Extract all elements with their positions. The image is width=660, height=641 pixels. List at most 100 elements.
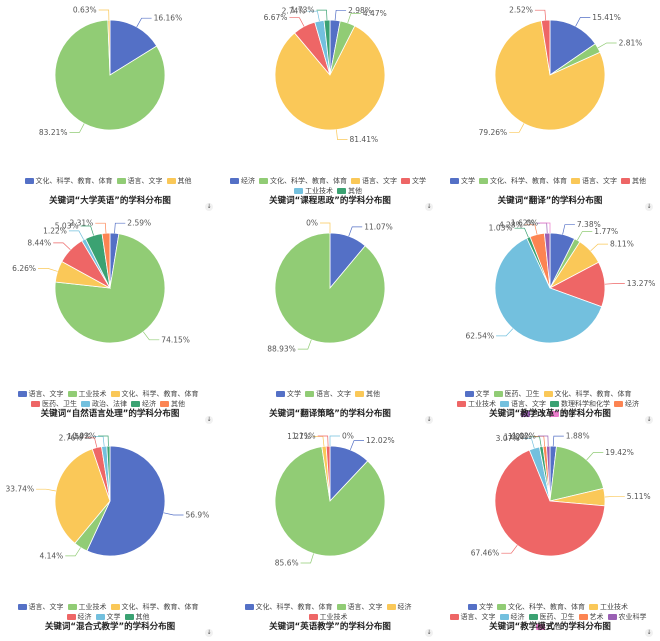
pie-leader-line (586, 452, 604, 461)
legend-item[interactable]: 语言、文字 (116, 176, 163, 186)
legend-item[interactable]: 文化、科学、教育、体育 (24, 176, 113, 186)
pie-leader-line (334, 9, 347, 21)
legend-label: 语言、文字 (28, 603, 64, 611)
pie-slice (494, 237, 603, 344)
legend-item[interactable]: 文化、科学、教育、体育 (259, 176, 347, 186)
pie-slice (546, 445, 551, 502)
legend-label: 语言、文字 (511, 400, 546, 408)
download-icon[interactable]: ↓ (425, 416, 433, 424)
legend-item[interactable]: 医药、卫生 (493, 389, 540, 399)
legend-item[interactable]: 工业技术 (67, 389, 107, 399)
pie-data-label: 81.41% (350, 135, 379, 144)
legend-item[interactable]: 文学 (276, 389, 301, 399)
chart-title: 关键词“翻译”的学科分布图 (497, 196, 603, 206)
legend-item[interactable]: 其他 (355, 389, 380, 399)
legend-item[interactable]: 文化、科学、教育、体育 (479, 176, 567, 186)
legend-item[interactable]: 经济 (386, 602, 412, 612)
pie-chart-panel: 15.41% 2.81% 79.26% 2.52% 文学 文化、科学、教育、体育 语言、文字… (440, 0, 660, 213)
legend-swatch (571, 178, 580, 184)
legend-swatch (497, 604, 506, 610)
legend-item[interactable]: 文学 (450, 176, 475, 186)
pie-leader-line (143, 331, 160, 341)
legend-item[interactable]: 语言、文字 (571, 176, 617, 186)
pie-leader-line (65, 547, 81, 557)
legend-swatch (386, 604, 396, 610)
legend-label: 数理科学和化学 (561, 400, 610, 408)
pie-leader-line (93, 436, 105, 447)
legend-label: 政治、法律 (92, 400, 127, 408)
legend-item[interactable]: 工业技术 (308, 612, 348, 622)
legend-label: 其他 (171, 400, 185, 408)
legend-item[interactable]: 其他 (621, 176, 646, 186)
legend-item[interactable]: 语言、文字 (17, 602, 64, 612)
legend-item[interactable]: 其他 (337, 186, 362, 196)
legend-item[interactable]: 农业科学 (607, 612, 647, 622)
legend-item[interactable]: 文学 (464, 389, 490, 399)
pie-chart-panel: 2.98% 4.47% 81.41% 6.67% 2.74% 1.73% 经济 文化、科学、教… (220, 0, 440, 213)
legend-item[interactable]: 文化、科学、教育、体育 (244, 602, 333, 612)
download-icon[interactable]: ↓ (425, 629, 433, 637)
legend-item[interactable]: 医药、卫生 (31, 399, 77, 409)
legend-item[interactable]: 语言、文字 (449, 612, 496, 622)
download-icon[interactable]: ↓ (425, 203, 433, 211)
legend-item[interactable]: 其他 (124, 612, 150, 622)
legend-item[interactable]: 工业技术 (457, 399, 496, 409)
legend-item[interactable]: 工业技术 (67, 602, 107, 612)
legend-item[interactable]: 语言、文字 (17, 389, 64, 399)
legend-item[interactable]: 工业技术 (589, 602, 628, 612)
legend-item[interactable]: 其他 (166, 176, 192, 186)
download-icon[interactable]: ↓ (205, 416, 213, 424)
legend-item[interactable]: 经济 (230, 176, 255, 186)
pie-slice (107, 19, 111, 76)
pie-data-label: 56.9% (186, 511, 210, 520)
legend-item[interactable]: 其他 (550, 409, 575, 419)
download-icon[interactable]: ↓ (645, 629, 653, 637)
legend-swatch (305, 391, 314, 397)
download-icon[interactable]: ↓ (205, 203, 213, 211)
download-icon[interactable]: ↓ (645, 416, 653, 424)
download-icon[interactable]: ↓ (645, 203, 653, 211)
legend-item[interactable]: 工业技术 (294, 186, 333, 196)
pie-leader-line (576, 231, 593, 241)
legend-item[interactable]: 语言、文字 (351, 176, 397, 186)
pie-chart-svg: 11.07% 88.93% 0% (267, 219, 393, 354)
legend-swatch (116, 178, 126, 184)
pie-data-label: 74.15% (161, 335, 190, 344)
download-icon[interactable]: ↓ (205, 629, 213, 637)
legend-item[interactable]: 经济 (614, 399, 639, 409)
pie-leader-line (317, 435, 329, 447)
legend-label: 文学 (475, 390, 490, 398)
legend-item[interactable]: 文化、科学、教育、体育 (543, 389, 632, 399)
legend-label: 工业技术 (468, 400, 496, 408)
legend-item[interactable]: 语言、文字 (305, 389, 351, 399)
chart-legend: 语言、文字 工业技术 文化、科学、教育、体育经济 文学 其他 (4, 602, 216, 622)
legend-item[interactable]: 经济 (66, 612, 92, 622)
chart-title: 关键词“自然语言处理”的学科分布图 (40, 409, 180, 419)
legend-item[interactable]: 艺术 (578, 612, 604, 622)
pie-data-label: 1.02% (512, 432, 536, 441)
pie-data-label: 0.92% (72, 432, 96, 441)
chart-legend: 经济 文化、科学、教育、体育 语言、文字 文学工业技术 其他 (224, 176, 436, 196)
legend-item[interactable]: 数理科学和化学 (550, 399, 610, 409)
legend-item[interactable]: 其他 (160, 399, 185, 409)
pie-slice (101, 232, 111, 289)
legend-item[interactable]: 语言、文字 (336, 602, 383, 612)
legend-item[interactable]: 艺术 (521, 409, 546, 419)
pie-leader-line (163, 512, 184, 516)
legend-swatch (166, 178, 176, 184)
legend-item[interactable]: 文化、科学、教育、体育 (110, 602, 199, 612)
legend-item[interactable]: 语言、文字 (500, 399, 546, 409)
legend-item[interactable]: 文学 (401, 176, 426, 186)
legend-item[interactable]: 经济 (131, 399, 156, 409)
pie-slice (274, 446, 386, 557)
legend-item[interactable]: 其他 (535, 622, 561, 632)
legend-item[interactable]: 医药、卫生 (528, 612, 575, 622)
legend-item[interactable]: 政治、法律 (81, 399, 127, 409)
legend-swatch (457, 401, 466, 407)
legend-item[interactable]: 经济 (499, 612, 525, 622)
pie-data-label: 4.14% (39, 551, 63, 560)
legend-item[interactable]: 文学 (95, 612, 121, 622)
legend-item[interactable]: 文化、科学、教育、体育 (497, 602, 585, 612)
legend-item[interactable]: 文化、科学、教育、体育 (110, 389, 199, 399)
legend-item[interactable]: 文学 (468, 602, 493, 612)
